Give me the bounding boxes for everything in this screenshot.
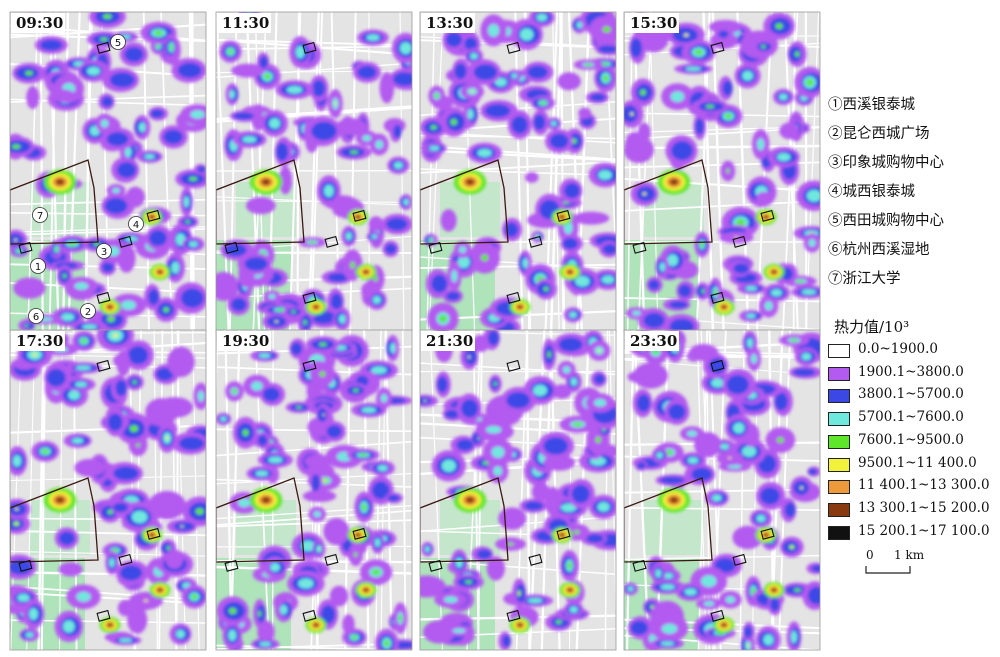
legend-label: 0.0~1900.0 xyxy=(858,341,939,357)
legend-label: 13 300.1~15 200.0 xyxy=(858,499,990,516)
place-item: ⑤西田城购物中心 xyxy=(828,213,944,229)
legend-swatch xyxy=(828,457,850,472)
place-marker-label: 7 xyxy=(37,211,43,222)
legend-label: 11 400.1~13 300.0 xyxy=(858,477,990,494)
legend-swatch xyxy=(828,344,850,358)
map-panel: 13:30 xyxy=(419,11,617,333)
legend-label: 3800.1~5700.0 xyxy=(858,386,964,403)
place-marker-circle xyxy=(110,34,126,50)
place-marker-circle xyxy=(80,303,96,319)
legend-title: 热力值/10³ xyxy=(834,318,910,336)
place-marker-circle xyxy=(30,258,46,274)
scale-zero: 0 xyxy=(866,548,874,562)
panel-time-label: 11:30 xyxy=(222,14,269,32)
panel-time-label: 17:30 xyxy=(16,332,63,350)
legend-swatch xyxy=(828,389,850,404)
legend-swatch xyxy=(828,412,850,427)
legend-label: 5700.1~7600.0 xyxy=(858,409,964,426)
map-panel: 15:30 xyxy=(623,11,821,333)
legend-swatch xyxy=(828,502,850,517)
place-item: ⑥杭州西溪湿地 xyxy=(828,242,930,258)
panel-time-label: 13:30 xyxy=(426,14,473,32)
legend-swatch xyxy=(828,366,850,381)
place-marker-circle xyxy=(28,308,44,324)
map-panel: 19:30 xyxy=(215,329,413,651)
legend-swatch xyxy=(828,434,850,449)
place-marker-label: 4 xyxy=(133,220,139,231)
place-item: ④城西银泰城 xyxy=(828,184,915,200)
place-item: ⑦浙江大学 xyxy=(828,271,901,287)
scale-unit-label: 1 km xyxy=(894,548,925,562)
panel-time-label: 09:30 xyxy=(16,14,63,32)
place-item: ①西溪银泰城 xyxy=(828,97,915,113)
place-marker-label: 6 xyxy=(33,312,39,323)
map-panel: 09:30 xyxy=(9,11,207,333)
panel-time-label: 23:30 xyxy=(630,332,677,350)
legend-label: 15 200.1~17 100.0 xyxy=(858,522,990,539)
map-panel: 11:30 xyxy=(215,11,413,333)
place-item: ③印象城购物中心 xyxy=(828,155,944,171)
legend-swatch xyxy=(828,480,850,495)
panel-time-label: 21:30 xyxy=(426,332,473,350)
place-item: ②昆仑西城广场 xyxy=(828,126,930,142)
panel-time-label: 15:30 xyxy=(630,14,677,32)
legend-label: 7600.1~9500.0 xyxy=(858,431,964,448)
map-panel: 23:30 xyxy=(623,329,821,651)
place-marker-label: 3 xyxy=(101,247,107,258)
legend-label: 1900.1~3800.0 xyxy=(858,363,964,380)
place-marker-label: 5 xyxy=(115,38,121,49)
map-panel: 21:30 xyxy=(419,329,617,651)
place-marker-label: 2 xyxy=(85,307,91,318)
place-marker-circle xyxy=(128,216,144,232)
panel-time-label: 19:30 xyxy=(222,332,269,350)
place-marker-circle xyxy=(32,207,48,223)
place-marker-circle xyxy=(96,243,112,259)
legend-swatch xyxy=(828,525,850,540)
scale-bar-line xyxy=(865,566,911,574)
place-marker-label: 1 xyxy=(35,262,41,273)
map-panel: 17:30 xyxy=(9,329,207,651)
legend-label: 9500.1~11 400.0 xyxy=(858,454,977,471)
